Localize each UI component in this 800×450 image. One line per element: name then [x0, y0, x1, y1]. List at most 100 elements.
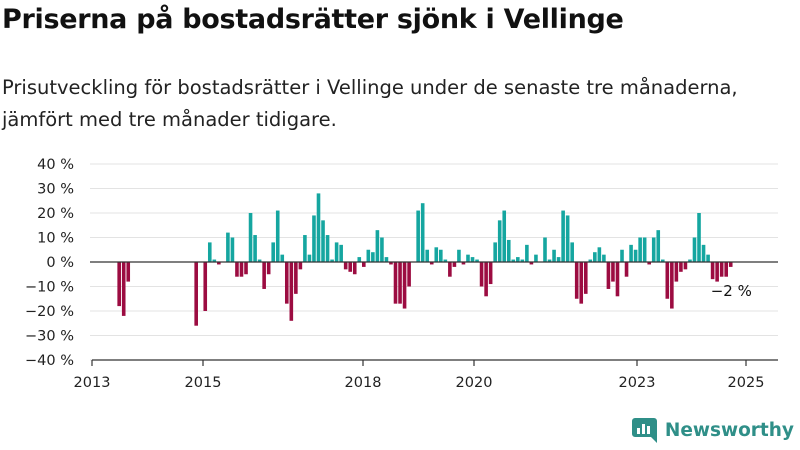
bar: [407, 262, 411, 287]
bar: [398, 262, 402, 304]
bar: [715, 262, 719, 282]
bar: [325, 235, 330, 262]
bar: [688, 259, 692, 262]
bar: [303, 235, 307, 262]
bar: [253, 235, 257, 262]
bar: [674, 262, 679, 282]
x-tick-label: 2013: [74, 375, 111, 391]
bar: [371, 252, 375, 262]
bar: [126, 262, 131, 282]
bar: [362, 262, 366, 267]
bar: [312, 215, 316, 262]
bar: [719, 262, 724, 277]
bar: [393, 262, 398, 304]
bar: [620, 249, 624, 262]
bar: [284, 262, 289, 304]
y-tick-label: −20 %: [25, 304, 74, 320]
bar: [244, 262, 248, 275]
bar: [506, 239, 511, 262]
bar: [570, 242, 574, 262]
bar: [389, 262, 393, 265]
bar: [366, 249, 371, 262]
bar: [375, 230, 380, 262]
bar: [352, 262, 357, 275]
bar: [602, 254, 606, 262]
bar: [298, 262, 303, 270]
bar: [457, 249, 461, 262]
newsworthy-logo-icon: [631, 418, 657, 443]
bar: [117, 262, 121, 307]
bar: [706, 254, 710, 262]
bar: [502, 210, 507, 262]
bar: [235, 262, 239, 277]
bar: [615, 262, 620, 297]
brand-name: Newsworthy: [664, 420, 794, 441]
y-tick-label: 20 %: [37, 206, 74, 222]
chart-title: Priserna på bostadsrätter sjönk i Vellin…: [2, 4, 624, 35]
bar: [266, 262, 271, 275]
bar: [470, 257, 475, 262]
bar: [248, 213, 253, 262]
bar: [683, 262, 688, 270]
bar: [520, 259, 525, 262]
bar: [280, 254, 285, 262]
bar: [330, 259, 334, 262]
bar: [656, 230, 661, 262]
bar: [448, 262, 452, 277]
bar: [275, 210, 280, 262]
bar: [380, 237, 384, 262]
bar: [434, 247, 439, 262]
bar: [574, 262, 579, 299]
bar: [701, 244, 706, 262]
x-tick-label: 2020: [456, 375, 493, 391]
bars: [117, 193, 733, 326]
bar: [529, 262, 534, 265]
x-tick-label: 2025: [728, 375, 765, 391]
bar: [416, 210, 420, 262]
bar: [493, 242, 497, 262]
y-tick-label: 10 %: [37, 231, 74, 247]
bar: [316, 193, 321, 262]
y-tick-label: −30 %: [25, 329, 74, 345]
bar: [262, 262, 266, 289]
x-tick-label: 2018: [345, 375, 382, 391]
bar: [475, 259, 479, 262]
bar: [552, 249, 556, 262]
bar: [561, 210, 565, 262]
bar: [697, 213, 701, 262]
bar: [443, 259, 448, 262]
bar: [439, 249, 443, 262]
bar: [425, 249, 430, 262]
bar: [692, 237, 697, 262]
last-value-annotation: −2 %: [711, 282, 752, 300]
bar: [660, 259, 665, 262]
bar: [588, 259, 593, 262]
chart-subtitle: Prisutveckling för bostadsrätter i Velli…: [2, 76, 738, 131]
bar: [679, 262, 683, 272]
bar: [343, 262, 348, 270]
bar: [294, 262, 298, 294]
bar: [334, 242, 339, 262]
bar: [257, 259, 262, 262]
bar: [484, 262, 488, 297]
bar: [710, 262, 715, 280]
bar: [665, 262, 670, 299]
bar: [207, 242, 212, 262]
bar: [348, 262, 353, 272]
bar: [511, 259, 516, 262]
bar: [271, 242, 275, 262]
bar: [461, 262, 466, 265]
bar: [212, 259, 217, 262]
bar: [121, 262, 126, 316]
x-tick-label: 2023: [619, 375, 656, 391]
bar: [194, 262, 198, 326]
bar: [724, 262, 728, 277]
y-tick-label: 40 %: [37, 157, 74, 173]
bar: [647, 262, 651, 265]
bar: [402, 262, 407, 309]
bar: [633, 249, 638, 262]
bar: [226, 232, 230, 262]
bar: [217, 262, 221, 265]
bar: [624, 262, 629, 277]
bar: [420, 203, 425, 262]
